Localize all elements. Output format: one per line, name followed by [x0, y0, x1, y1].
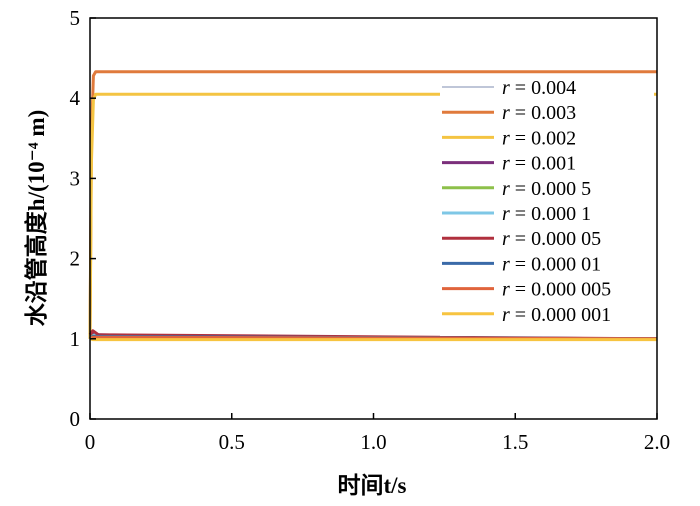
y-tick-label-2: 2	[70, 247, 81, 271]
axes: 0 1 2 3 4 5 0 0.5 1.0 1.5 2.0	[70, 6, 671, 454]
series-line-2	[88, 92, 657, 339]
legend-label-5: r = 0.000 1	[502, 203, 591, 225]
legend: r = 0.004 r = 0.003 r = 0.002 r = 0.001 r = …	[440, 74, 654, 336]
x-tick-label-4: 2.0	[644, 430, 670, 454]
x-tick-label-0: 0	[85, 430, 96, 454]
legend-label-8: r = 0.000 005	[502, 279, 611, 301]
legend-label-3: r = 0.001	[502, 153, 576, 175]
x-tick-label-1: 0.5	[219, 430, 245, 454]
series-line-9	[89, 337, 657, 342]
legend-label-4: r = 0.000 5	[502, 178, 591, 200]
legend-label-0: r = 0.004	[502, 77, 576, 99]
x-tick-label-2: 1.0	[360, 430, 386, 454]
legend-label-2: r = 0.002	[502, 127, 576, 149]
y-tick-label-3: 3	[70, 166, 81, 190]
x-tick-label-3: 1.5	[502, 430, 528, 454]
y-axis-title: 水沿管高度h/(10⁻⁴ m)	[23, 110, 49, 326]
y-tick-label-0: 0	[70, 407, 81, 431]
plot-area	[88, 70, 658, 342]
legend-label-1: r = 0.003	[502, 102, 576, 124]
legend-label-7: r = 0.000 01	[502, 253, 601, 275]
legend-label-9: r = 0.000 001	[502, 304, 611, 326]
y-tick-label-5: 5	[70, 6, 81, 30]
legend-label-6: r = 0.000 05	[502, 228, 601, 250]
y-tick-label-1: 1	[70, 327, 81, 351]
x-axis-title: 时间t/s	[338, 473, 407, 498]
y-tick-label-4: 4	[70, 86, 81, 110]
legend-background	[440, 74, 654, 336]
